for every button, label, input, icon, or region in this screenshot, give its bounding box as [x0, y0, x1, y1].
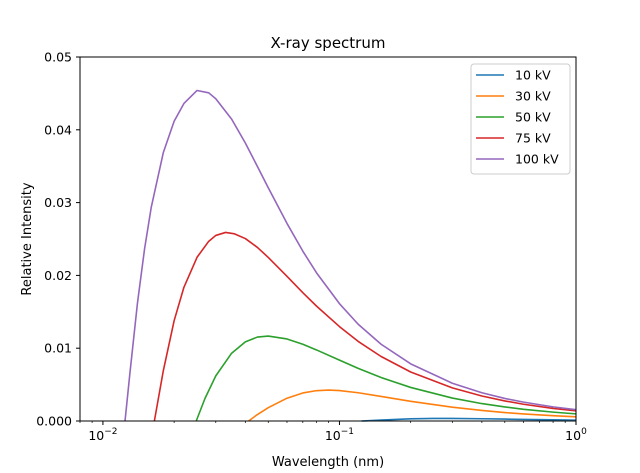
y-tick-label: 0.02: [44, 268, 72, 283]
series-line-4: [124, 89, 577, 422]
x-axis-ticks: 10−2 10−1 100: [79, 421, 587, 443]
y-tick-label: 0.04: [44, 122, 72, 137]
x-tick-label: 10−1: [325, 427, 354, 443]
x-tick-label-base: 10: [88, 428, 104, 443]
legend-box: [470, 63, 571, 175]
y-tick-label: 0.000: [36, 414, 72, 429]
y-tick-label: 0.03: [44, 195, 72, 210]
series-line-1: [248, 389, 577, 422]
y-axis-ticks: 0.000 0.01 0.02 0.03 0.04 0.05: [36, 50, 80, 429]
chart-title: X-ray spectrum: [271, 34, 386, 52]
x-tick-label-base: 10: [565, 428, 581, 443]
series-line-3: [153, 231, 577, 422]
x-tick-label-exponent: 0: [581, 427, 587, 437]
x-axis-label: Wavelength (nm): [272, 455, 384, 470]
y-tick-label: 0.01: [44, 341, 72, 356]
x-tick-label: 10−2: [88, 427, 117, 443]
y-tick-label: 0.05: [44, 50, 72, 65]
legend: 10 kV 30 kV 50 kV 75 kV 100 kV: [470, 63, 571, 175]
x-tick-label-exponent: −1: [341, 427, 354, 437]
x-tick-label-base: 10: [325, 428, 341, 443]
legend-label-4: 100 kV: [515, 152, 559, 167]
y-axis-label: Relative Intensity: [20, 182, 35, 295]
axes-frame: [79, 56, 577, 422]
x-tick-label: 100: [565, 427, 587, 443]
series-line-2: [195, 335, 577, 422]
legend-label-2: 50 kV: [515, 110, 551, 125]
series-line-0: [361, 417, 577, 422]
legend-label-0: 10 kV: [515, 68, 551, 83]
legend-label-1: 30 kV: [515, 89, 551, 104]
series-lines: [124, 89, 577, 422]
legend-label-3: 75 kV: [515, 131, 551, 146]
x-tick-label-exponent: −2: [104, 427, 117, 437]
